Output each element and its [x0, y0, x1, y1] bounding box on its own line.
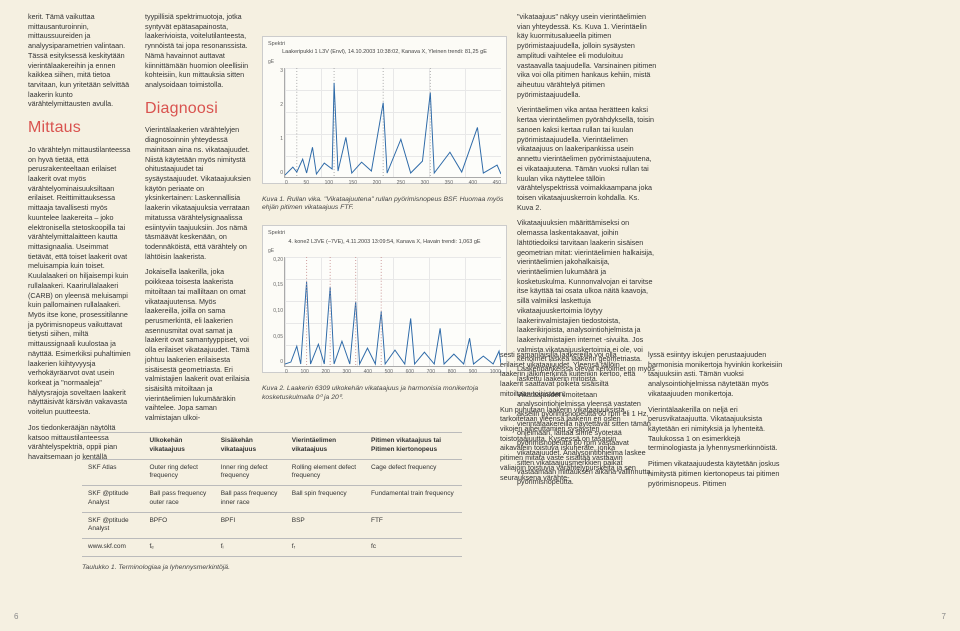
- chart2-ylabel: gE: [268, 248, 503, 255]
- paragraph: Vierintälaakerien värähtelyjen diagnosoi…: [145, 125, 252, 261]
- chart-1: Spektri Laakeripukki 1 L3V (Envl), 14.10…: [262, 36, 507, 213]
- td: BPFI: [215, 512, 286, 539]
- charts-column: Spektri Laakeripukki 1 L3V (Envl), 14.10…: [262, 12, 507, 493]
- td: www.skf.com: [82, 539, 143, 557]
- section-heading-mittaus: Mittaus: [28, 117, 135, 139]
- xtick: 350: [445, 180, 453, 187]
- section-heading-diagnoosi: Diagnoosi: [145, 98, 252, 120]
- xtick: 500: [385, 369, 393, 376]
- xtick: 300: [421, 180, 429, 187]
- xtick: 0: [285, 369, 288, 376]
- ytick: 0,15: [267, 282, 283, 289]
- td: SKF Atlas: [82, 459, 143, 486]
- paragraph: Pitimen vikataajuudesta käytetään joskus…: [648, 459, 786, 488]
- chart1-ylabel: gE: [268, 59, 503, 66]
- page-number-left: 6: [14, 612, 18, 623]
- th: Sisäkehän vikataajuus: [215, 433, 286, 460]
- paragraph: kerit. Tämä vaikuttaa mittausanturoinnin…: [28, 12, 135, 109]
- chart2-header: Spektri: [268, 230, 285, 237]
- text-column-1: kerit. Tämä vaikuttaa mittausanturoinnin…: [28, 12, 135, 493]
- ytick: 0,05: [267, 334, 283, 341]
- xtick: 800: [448, 369, 456, 376]
- terminology-table: Ulkokehän vikataajuus Sisäkehän vikataaj…: [82, 432, 462, 572]
- ytick: 1: [267, 136, 283, 143]
- td: fc: [365, 539, 462, 557]
- td: fₑ: [143, 539, 214, 557]
- chart1-caption: Kuva 1. Rullan vika. "Vikataajuutena" ru…: [262, 196, 507, 214]
- xtick: 200: [322, 369, 330, 376]
- ytick: 3: [267, 68, 283, 75]
- bottom-col-2: lyssä esiintyy iskujen perustaajuuden ha…: [648, 350, 786, 494]
- xtick: 50: [303, 180, 309, 187]
- chart2-title: 4. kone2 L3VE (–7VE), 4.11.2003 13:09:54…: [266, 239, 503, 246]
- paragraph: Vierintälaakerilla on neljä eri perusvik…: [648, 405, 786, 454]
- ytick: 0,10: [267, 308, 283, 315]
- td: FTF: [365, 512, 462, 539]
- paragraph: lyssä esiintyy iskujen perustaajuuden ha…: [648, 350, 786, 399]
- td: BPFO: [143, 512, 214, 539]
- table-caption: Taulukko 1. Terminologiaa ja lyhennysmer…: [82, 563, 462, 572]
- xtick: 900: [469, 369, 477, 376]
- paragraph: Jokaisella laakerilla, joka poikkeaa toi…: [145, 267, 252, 423]
- td: fᵢ: [215, 539, 286, 557]
- td: Outer ring defect frequency: [143, 459, 214, 486]
- bottom-col-1: sesti samanlaisilla laakereilla voi olla…: [500, 350, 638, 494]
- th: Vierintäelimen vikataajuus: [286, 433, 365, 460]
- xtick: 0: [285, 180, 288, 187]
- xtick: 400: [469, 180, 477, 187]
- td: SKF @ptitude Analyst: [82, 486, 143, 513]
- xtick: 100: [325, 180, 333, 187]
- td: Ball pass frequency inner race: [215, 486, 286, 513]
- chart1-header: Spektri: [268, 41, 285, 48]
- paragraph: "vikataajuus" näkyy usein vierintäelimie…: [517, 12, 657, 99]
- chart1-canvas: 3 2 1 0 0: [284, 68, 501, 178]
- th: Ulkokehän vikataajuus: [143, 433, 214, 460]
- xtick: 700: [427, 369, 435, 376]
- th: Pitimen vikataajuus tai Pitimen kiertono…: [365, 433, 462, 460]
- xtick: 200: [373, 180, 381, 187]
- xtick: 300: [343, 369, 351, 376]
- td: BSP: [286, 512, 365, 539]
- ytick: 0,20: [267, 257, 283, 264]
- td: Rolling element defect frequency: [286, 459, 365, 486]
- paragraph: Kun puhutaan laakerin vikataajuuksista, …: [500, 405, 638, 483]
- chart2-caption: Kuva 2. Laakerin 6309 ulkokehän vikataaj…: [262, 385, 507, 403]
- paragraph: sesti samanlaisilla laakereilla voi olla…: [500, 350, 638, 399]
- td: fᵣ: [286, 539, 365, 557]
- ytick: 0: [267, 170, 283, 177]
- ytick: 2: [267, 102, 283, 109]
- xtick: 250: [397, 180, 405, 187]
- paragraph: tyypillisiä spektrimuotoja, jotka syntyv…: [145, 12, 252, 90]
- xtick: 450: [493, 180, 501, 187]
- chart-2: Spektri 4. kone2 L3VE (–7VE), 4.11.2003 …: [262, 225, 507, 402]
- td: Cage defect frequency: [365, 459, 462, 486]
- td: Inner ring defect frequency: [215, 459, 286, 486]
- td: Ball pass frequency outer race: [143, 486, 214, 513]
- td: Fundamental train frequency: [365, 486, 462, 513]
- page-number-right: 7: [942, 612, 946, 623]
- xtick: 600: [406, 369, 414, 376]
- chart1-title: Laakeripukki 1 L3V (Envl), 14.10.2003 10…: [266, 49, 503, 56]
- chart2-canvas: 0,20 0,15 0,10 0,05 0: [284, 257, 501, 367]
- paragraph: Vierintäelimen vika antaa herätteen kaks…: [517, 105, 657, 212]
- xtick: 150: [349, 180, 357, 187]
- ytick: 0: [267, 359, 283, 366]
- th: [82, 433, 143, 460]
- xtick: 100: [300, 369, 308, 376]
- td: SKF @ptitude Analyst: [82, 512, 143, 539]
- text-column-2: tyypillisiä spektrimuotoja, jotka syntyv…: [145, 12, 252, 493]
- xtick: 400: [364, 369, 372, 376]
- paragraph: Jo värähtelyn mittaustilanteessa on hyvä…: [28, 145, 135, 417]
- td: Ball spin frequency: [286, 486, 365, 513]
